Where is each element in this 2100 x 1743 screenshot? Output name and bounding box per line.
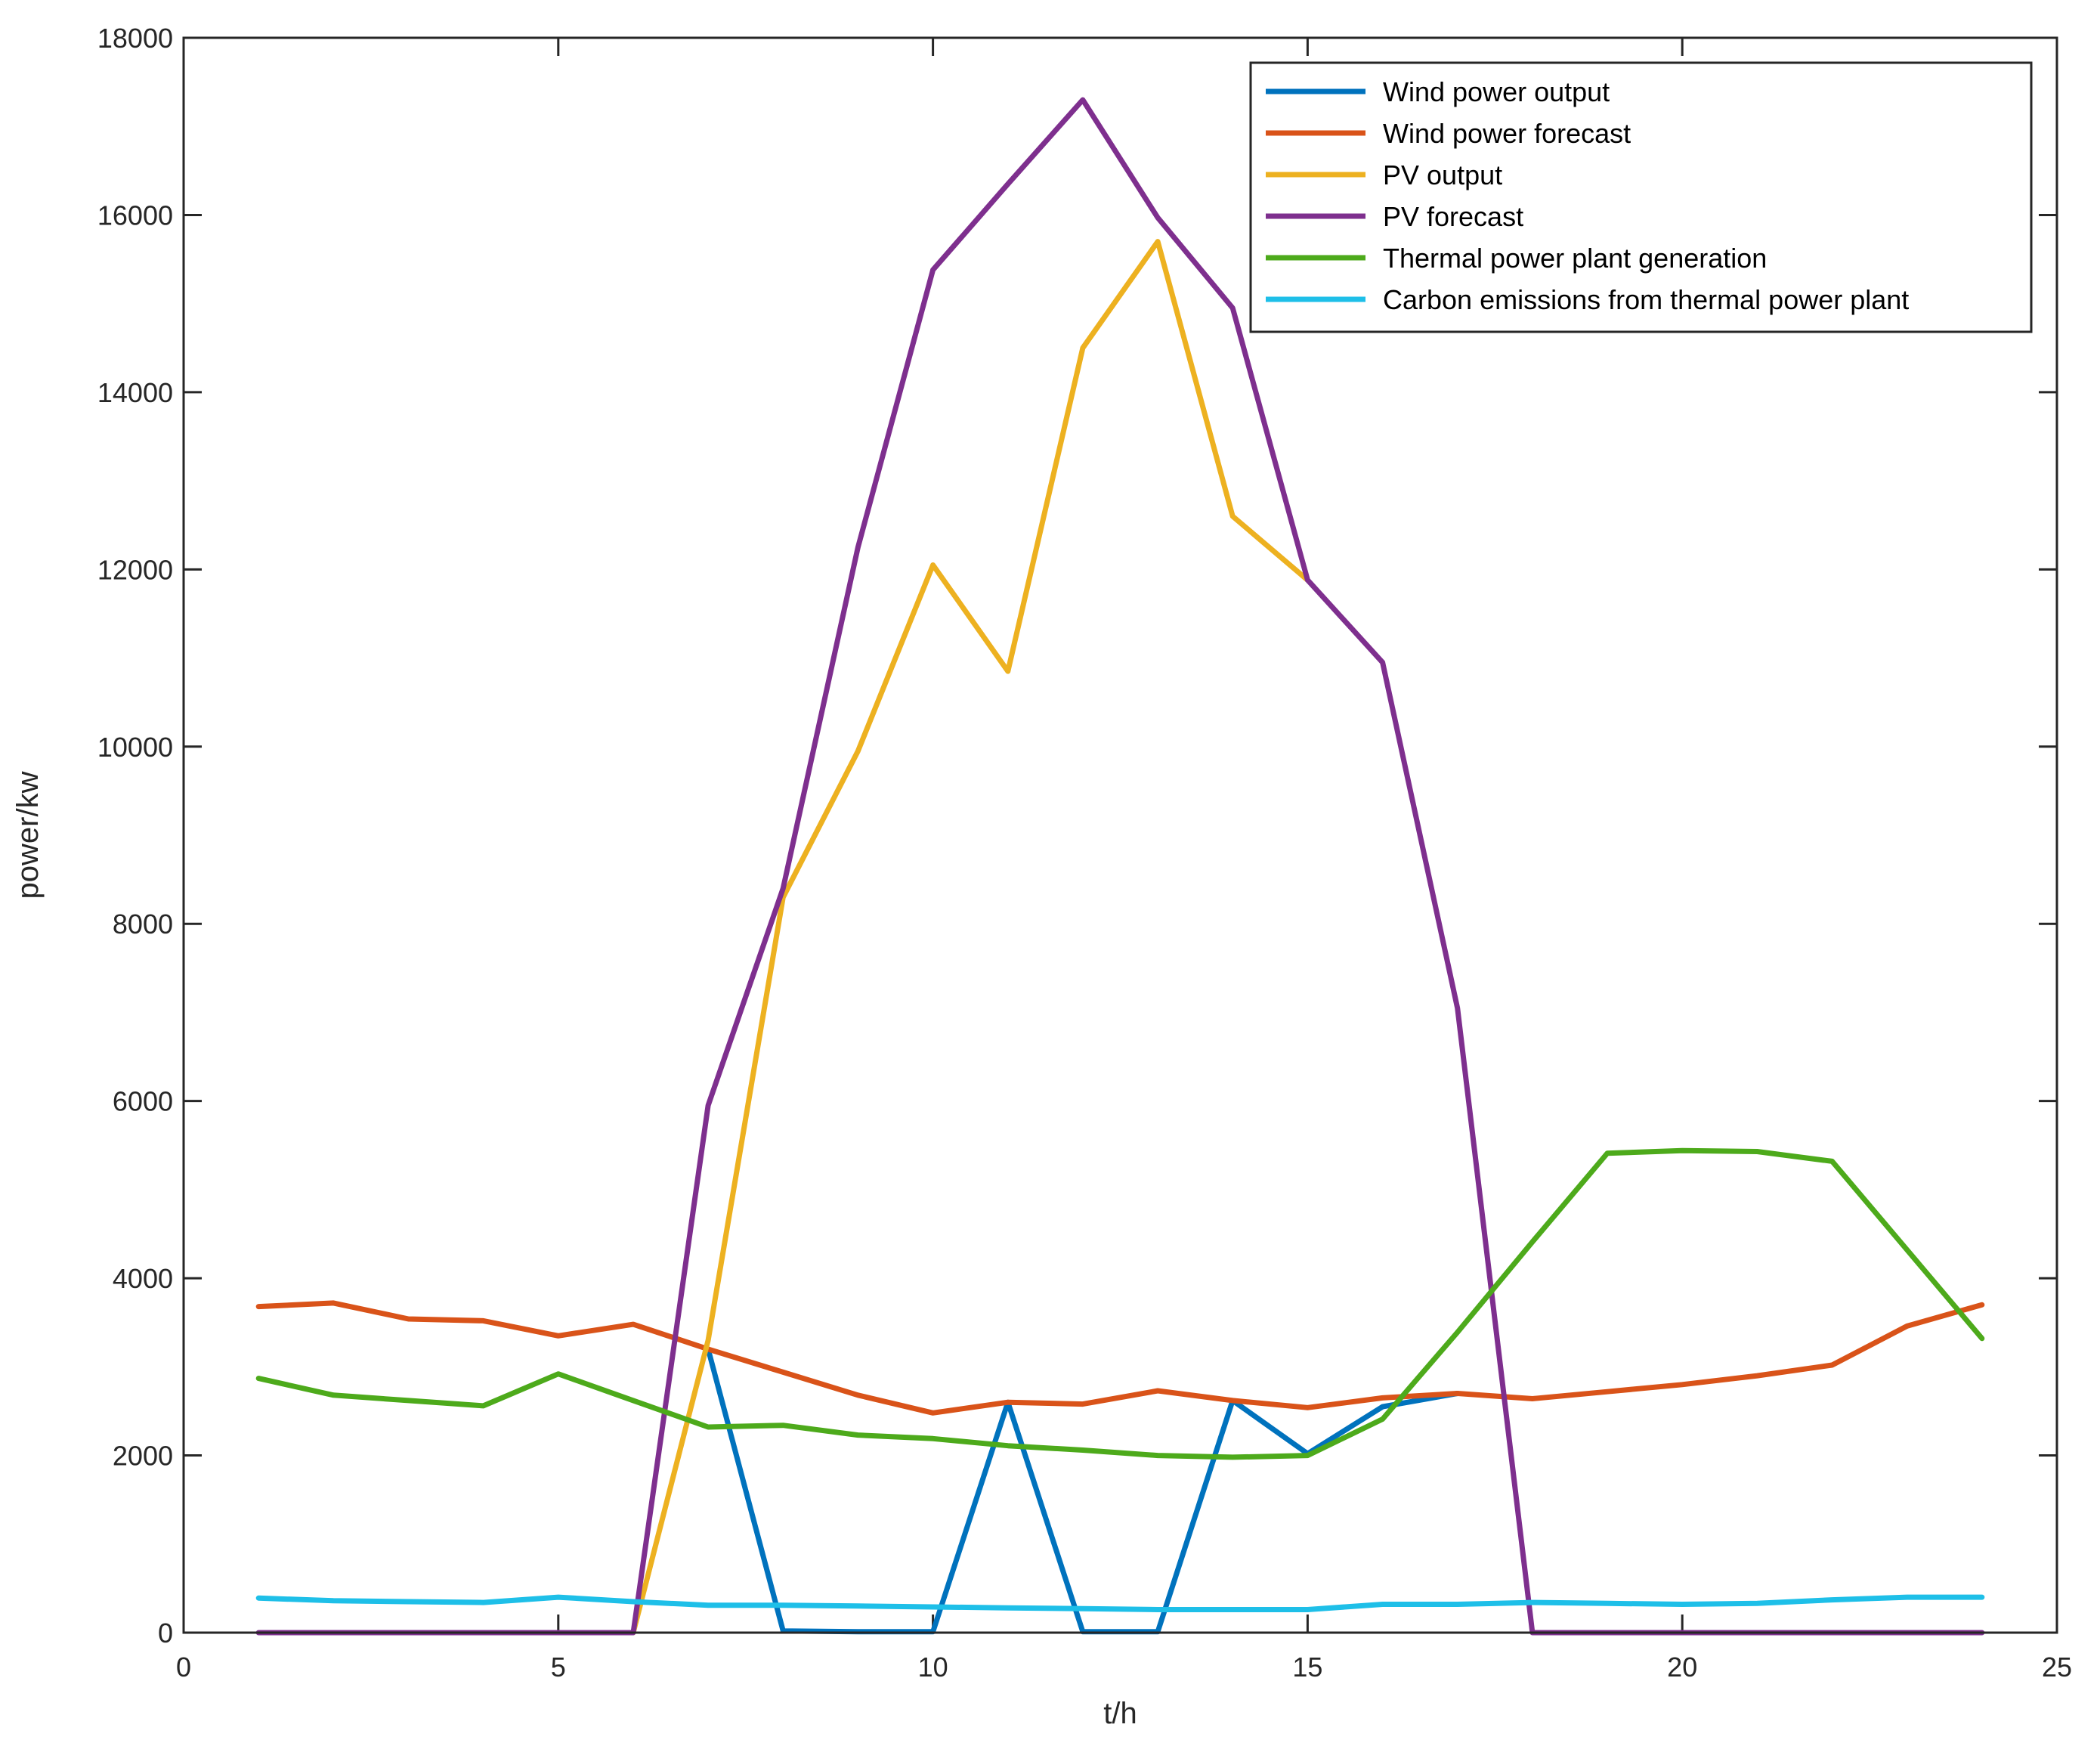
tick-labels: 0 5 10 15 20 25 0 2000 4000 6000 8000 10000 12000 140…: [97, 23, 2072, 1683]
y-tick-label: 16000: [97, 200, 173, 231]
y-tick-label: 2000: [113, 1441, 173, 1472]
y-tick-label: 12000: [97, 554, 173, 585]
y-tick-label: 18000: [97, 23, 173, 54]
legend-label: Wind power output: [1383, 76, 1610, 107]
y-tick-label: 14000: [97, 377, 173, 408]
y-tick-label: 8000: [113, 909, 173, 940]
legend-box: [1249, 61, 2033, 333]
y-tick-label: 0: [158, 1618, 173, 1649]
y-tick-label: 6000: [113, 1086, 173, 1117]
legend-label: PV forecast: [1383, 201, 1523, 232]
legend: Wind power output Wind power forecast PV o…: [1249, 61, 2033, 333]
legend-label: Thermal power plant generation: [1383, 243, 1767, 274]
y-tick-label: 10000: [97, 732, 173, 763]
x-tick-label: 15: [1292, 1652, 1322, 1683]
series-line-5: [255, 1147, 1985, 1460]
series-line-2: [255, 1300, 1985, 1416]
plot-frame: [182, 36, 2058, 1634]
legend-label: PV output: [1383, 159, 1502, 190]
x-tick-label: 10: [918, 1652, 948, 1683]
series-line-6: [255, 1594, 1985, 1612]
y-tick-label: 4000: [113, 1263, 173, 1294]
x-axis-title: t/h: [1103, 1697, 1137, 1730]
legend-label: Wind power forecast: [1383, 118, 1631, 149]
legend-label: Carbon emissions from thermal power plan…: [1383, 284, 1909, 315]
y-axis-title: power/kw: [11, 771, 45, 899]
series-line-3: [630, 239, 1310, 1636]
x-tick-label: 20: [1667, 1652, 1697, 1683]
x-tick-label: 0: [176, 1652, 191, 1683]
x-tick-label: 5: [551, 1652, 566, 1683]
x-tick-label: 25: [2042, 1652, 2072, 1683]
